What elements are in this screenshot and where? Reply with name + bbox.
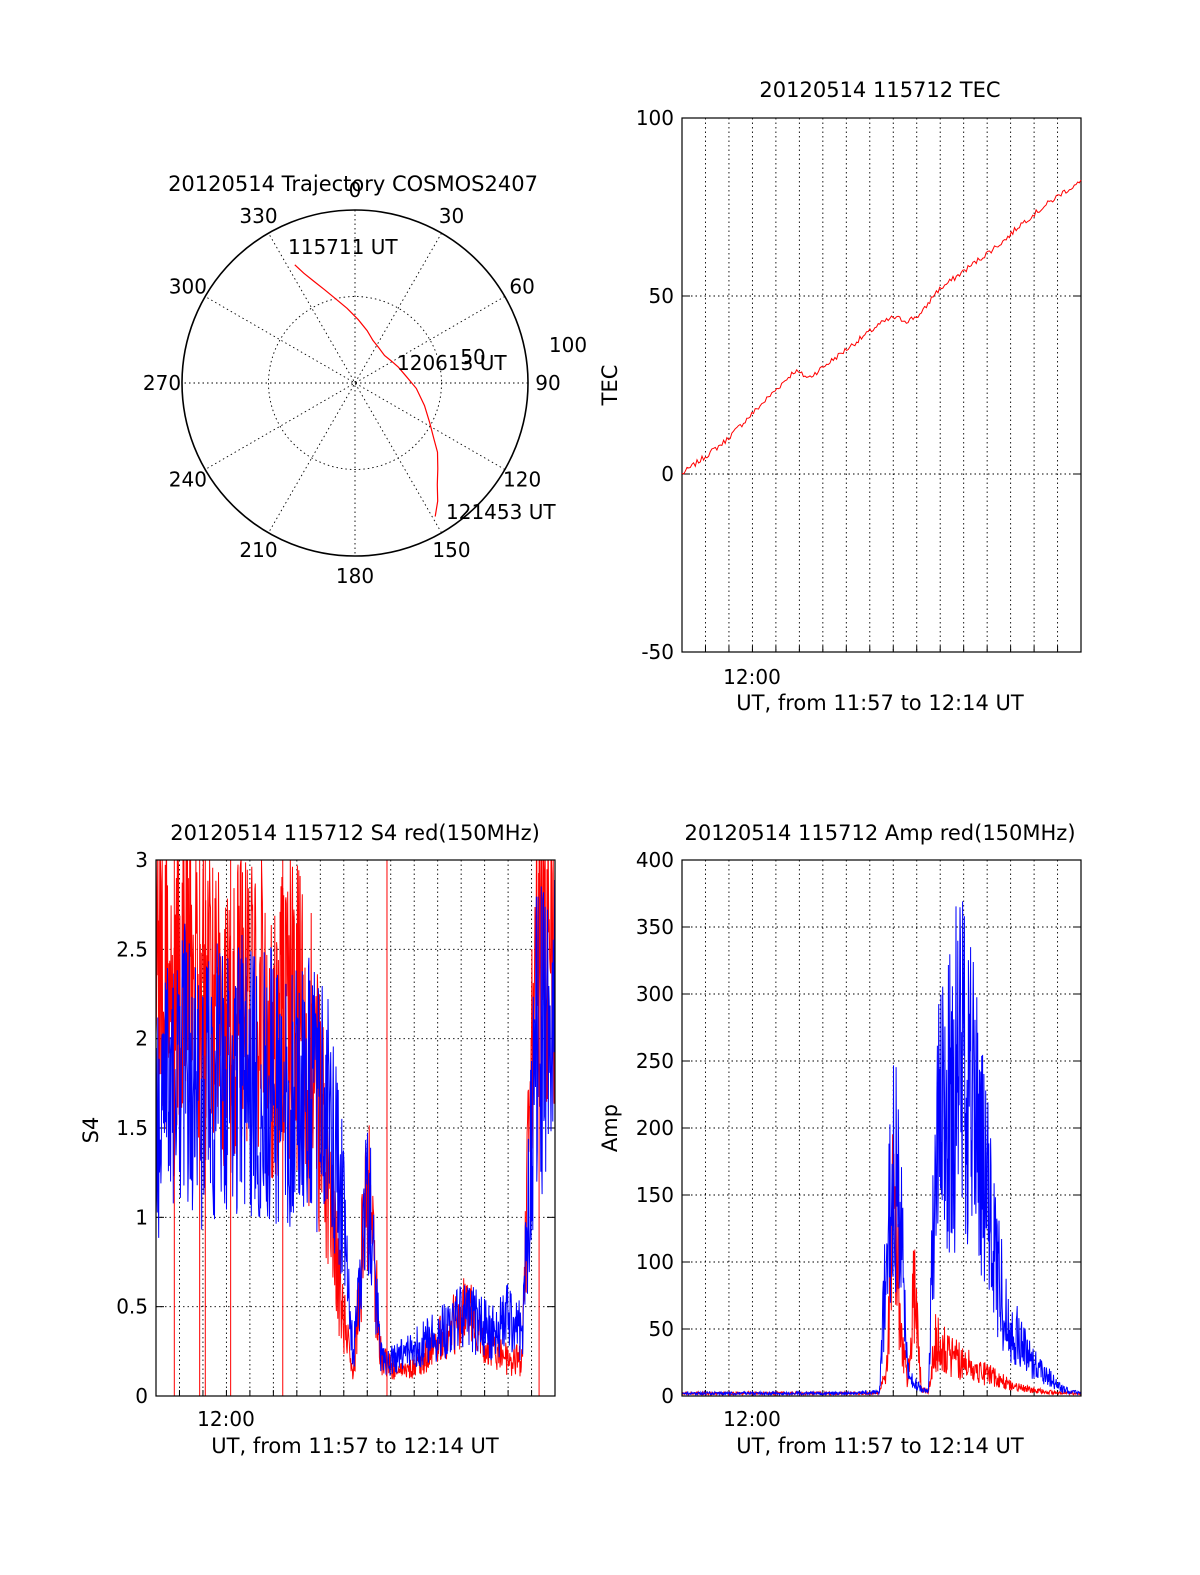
s4-ytick-label: 2 [135,1027,148,1051]
trajectory-start-label: 115711 UT [288,235,398,259]
s4-x-axis-label: UT, from 11:57 to 12:14 UT [211,1434,499,1458]
polar-trajectory-panel: 20120514 Trajectory COSMOS2407 0 30 60 90 12… [143,172,587,588]
polar-spoke [268,232,442,534]
polar-angle-label-330: 330 [239,204,277,228]
amp-ytick-label: 250 [636,1049,674,1073]
tec-y-axis-label: TEC [598,365,622,407]
tec-plot-frame [681,117,1082,653]
amp-y-tick-labels: 400 350 300 250 200 150 100 50 0 [636,848,674,1408]
tec-grid [682,117,1081,653]
tec-ytick-label: 100 [636,106,674,130]
tec-x-axis-label: UT, from 11:57 to 12:14 UT [736,691,1024,715]
tec-title: 20120514 115712 TEC [759,78,1000,102]
amp-ytick-label: 0 [661,1384,674,1408]
amp-y-axis-label: Amp [598,1104,622,1152]
polar-angle-label-180: 180 [336,564,374,588]
s4-title: 20120514 115712 S4 red(150MHz) [170,821,540,845]
trajectory-mid-label: 120613 UT [397,351,507,375]
amp-ytick-label: 350 [636,915,674,939]
amp-ytick-label: 100 [636,1250,674,1274]
polar-angle-label-240: 240 [169,468,207,492]
polar-angle-label-120: 120 [503,468,541,492]
s4-series [155,859,556,1396]
s4-ytick-label: 3 [135,848,148,872]
s4-ytick-label: 2.5 [116,937,148,961]
polar-angle-label-150: 150 [432,538,470,562]
polar-spoke [204,296,506,470]
amp-x-tick-label: 12:00 [723,1407,781,1431]
amp-grid [682,859,1081,1397]
amp-x-axis-label: UT, from 11:57 to 12:14 UT [736,1434,1024,1458]
s4-y-axis-label: S4 [79,1117,103,1144]
s4-series-line-blue [155,879,556,1376]
amp-ytick-label: 50 [649,1317,674,1341]
polar-angle-label-210: 210 [239,538,277,562]
s4-ytick-label: 1.5 [116,1116,148,1140]
tec-chart-panel: 20120514 115712 TEC 100 50 0 -50 12:00 UT, … [598,78,1082,715]
polar-angle-label-30: 30 [439,204,464,228]
s4-chart-panel: 20120514 115712 S4 red(150MHz) 3 2.5 2 1.5 1… [79,821,556,1458]
amp-plot-frame [681,859,1082,1397]
polar-outer-circle [181,209,529,557]
amp-ytick-label: 200 [636,1116,674,1140]
polar-spoke [204,296,506,470]
polar-spoke [268,232,442,534]
amp-title: 20120514 115712 Amp red(150MHz) [684,821,1075,845]
tec-y-tick-labels: 100 50 0 -50 [636,106,674,664]
polar-ring-50 [268,296,442,470]
polar-angle-label-270: 270 [143,371,181,395]
amp-series-line-blue [681,901,1082,1397]
amp-chart-panel: 20120514 115712 Amp red(150MHz) 400 350 30… [598,821,1082,1458]
trajectory-end-label: 121453 UT [446,500,556,524]
polar-angle-label-90: 90 [535,371,560,395]
amp-ytick-label: 400 [636,848,674,872]
polar-angle-label-0: 0 [349,178,362,202]
polar-angle-labels: 0 30 60 90 120 150 180 210 240 270 300 330 [143,178,561,588]
s4-plot-frame [155,859,556,1397]
s4-y-tick-labels: 3 2.5 2 1.5 1 0.5 0 [116,848,148,1408]
tec-ytick-label: -50 [641,640,674,664]
amp-ytick-label: 150 [636,1183,674,1207]
polar-radial-label-50: 50 [460,345,485,369]
trajectory-line [294,264,439,517]
polar-title: 20120514 Trajectory COSMOS2407 [168,172,538,196]
tec-x-tick-label: 12:00 [723,665,781,689]
amp-ytick-label: 300 [636,982,674,1006]
polar-grid [182,210,528,556]
polar-angle-label-300: 300 [169,275,207,299]
tec-ytick-label: 50 [649,284,674,308]
s4-ytick-label: 0 [135,1384,148,1408]
tec-ytick-label: 0 [661,462,674,486]
s4-x-tick-label: 12:00 [197,1407,255,1431]
s4-ytick-label: 0.5 [116,1295,148,1319]
polar-radial-label-100: 100 [549,333,587,357]
tec-series [681,179,1082,475]
polar-angle-label-60: 60 [509,275,534,299]
s4-ytick-label: 1 [135,1205,148,1229]
tec-series-line-red [681,179,1082,475]
amp-series [681,901,1082,1397]
